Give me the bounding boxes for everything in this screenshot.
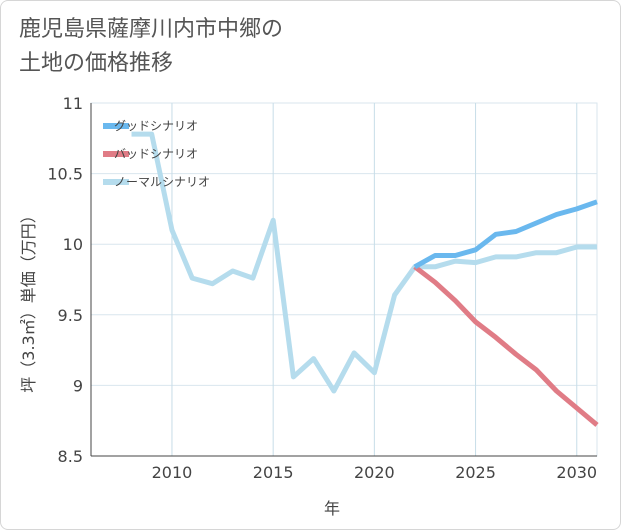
chart-series — [131, 131, 599, 427]
y-tick-label: 8.5 — [58, 447, 83, 466]
x-axis-title: 年 — [324, 499, 340, 518]
x-tick-label: 2025 — [455, 463, 496, 482]
y-tick-label: 9.5 — [58, 306, 83, 325]
series-line-2 — [413, 264, 599, 427]
y-tick-label: 9 — [73, 376, 83, 395]
legend-label: グッドシナリオ — [114, 119, 198, 133]
chart-axes: 8.5 9 9.5 10 10.5 11 2010 2015 2020 2025 2030 — [47, 94, 597, 482]
chart-title: 鹿児島県薩摩川内市中郷の 土地の価格推移 — [19, 13, 283, 81]
x-tick-label: 2015 — [253, 463, 294, 482]
series-line-3 — [131, 131, 597, 394]
chart-title-line-1: 鹿児島県薩摩川内市中郷の — [19, 17, 284, 42]
x-tick-label: 2010 — [152, 463, 193, 482]
legend-label: ノーマルシナリオ — [114, 175, 210, 189]
x-tick-label: 2030 — [556, 463, 597, 482]
series-line-1 — [413, 199, 598, 269]
y-tick-label: 10.5 — [47, 165, 83, 184]
chart-title-line-2: 土地の価格推移 — [19, 51, 174, 76]
y-tick-label: 10 — [63, 235, 83, 254]
y-axis-title: 坪（3.3㎡）単価（万円） — [19, 207, 38, 392]
x-tick-label: 2020 — [354, 463, 395, 482]
legend-label: バッドシナリオ — [114, 147, 198, 161]
y-tick-label: 11 — [63, 94, 83, 113]
